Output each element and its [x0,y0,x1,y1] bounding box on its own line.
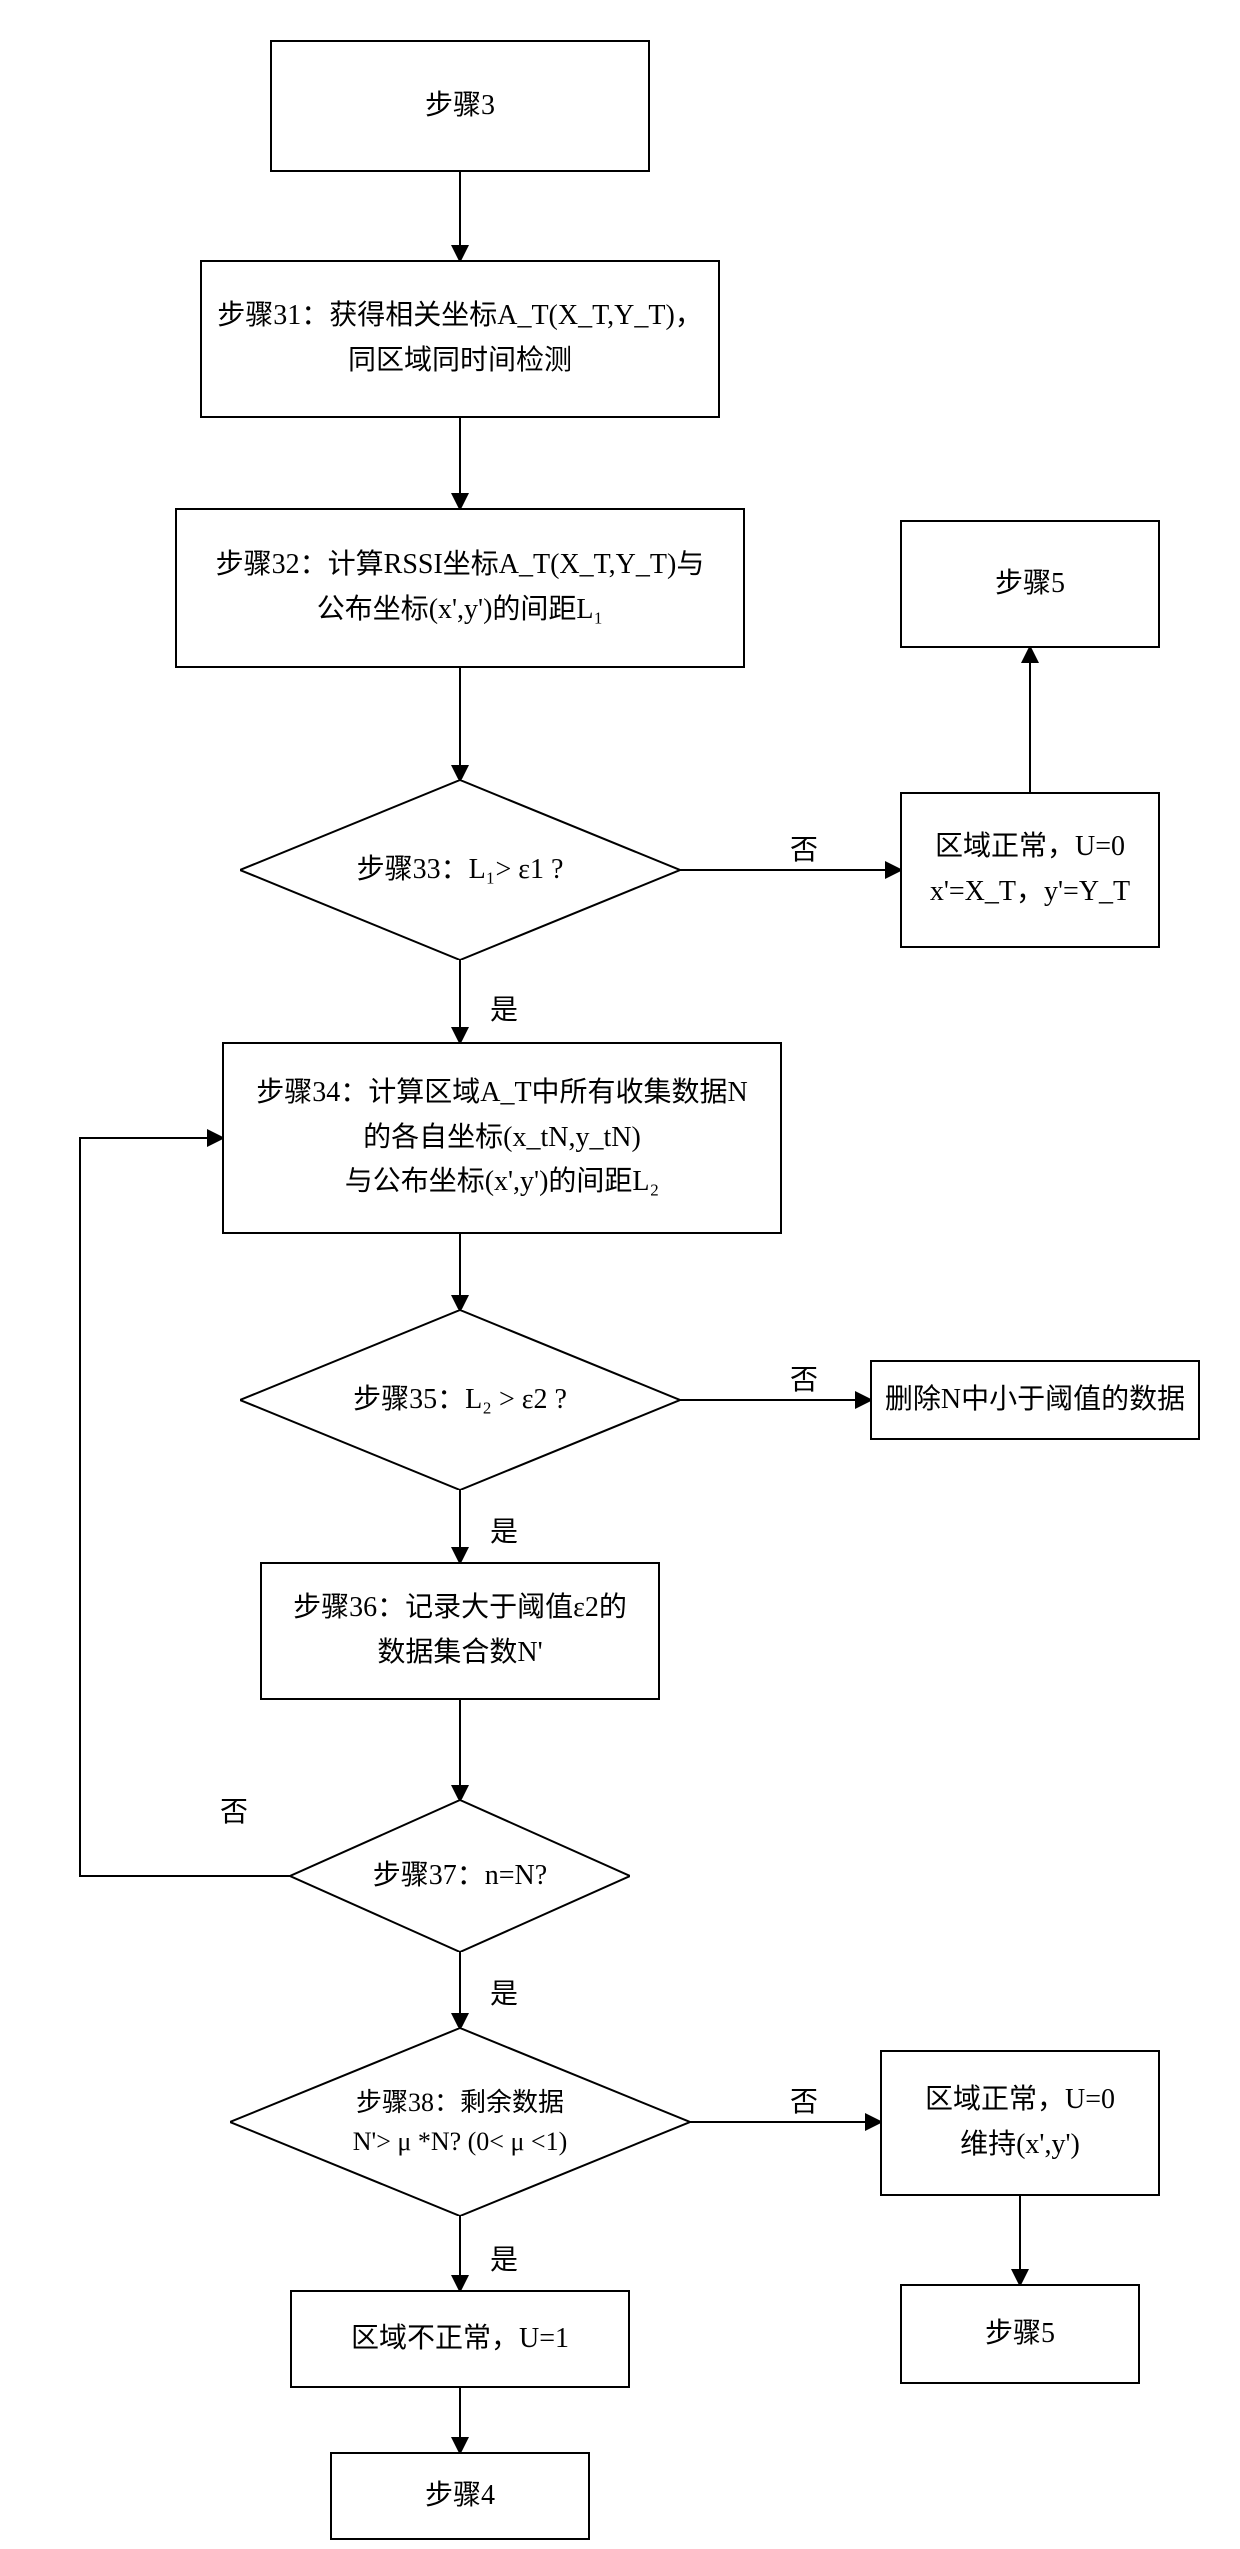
node-d37: 步骤37：n=N? [290,1800,630,1952]
node-s32: 步骤32：计算RSSI坐标A_T(X_T,Y_T)与 公布坐标(x',y')的间… [175,508,745,668]
node-label: 步骤31：获得相关坐标A_T(X_T,Y_T)， 同区域同时间检测 [217,294,703,384]
node-label: 步骤35：L₂ > ε2 ? [353,1379,567,1421]
node-d33: 步骤33：L₁> ε1 ? [240,780,680,960]
node-s36: 步骤36：记录大于阈值ε2的 数据集合数N' [260,1562,660,1700]
node-s34: 步骤34：计算区域A_T中所有收集数据N 的各自坐标(x_tN,y_tN) 与公… [222,1042,782,1234]
edge-label-yes: 是 [490,2238,518,2278]
node-r33top: 步骤5 [900,520,1160,648]
node-label: 区域正常，U=0 x'=X_T，y'=Y_T [930,825,1130,915]
edge-label-yes: 是 [490,988,518,1028]
edge-label-no: 否 [790,2080,818,2120]
node-label: 删除N中小于阈值的数据 [885,1378,1185,1423]
node-label: 区域正常，U=0 维持(x',y') [925,2078,1115,2168]
edge-label-no: 否 [220,1790,248,1830]
edge-label-no: 否 [790,1358,818,1398]
node-label: 步骤4 [425,2474,495,2519]
node-label: 步骤36：记录大于阈值ε2的 数据集合数N' [293,1586,627,1676]
node-label: 步骤38：剩余数据 N'> μ *N? (0< μ <1) [353,2083,567,2161]
node-r38no: 区域正常，U=0 维持(x',y') [880,2050,1160,2196]
node-r35no: 删除N中小于阈值的数据 [870,1360,1200,1440]
node-label: 步骤32：计算RSSI坐标A_T(X_T,Y_T)与 公布坐标(x',y')的间… [216,543,705,633]
node-d38: 步骤38：剩余数据 N'> μ *N? (0< μ <1) [230,2028,690,2216]
node-r33no: 区域正常，U=0 x'=X_T，y'=Y_T [900,792,1160,948]
edge-label-no: 否 [790,828,818,868]
node-label: 区域不正常，U=1 [351,2317,569,2362]
node-s31: 步骤31：获得相关坐标A_T(X_T,Y_T)， 同区域同时间检测 [200,260,720,418]
node-abn: 区域不正常，U=1 [290,2290,630,2388]
edge-label-yes: 是 [490,1972,518,2012]
node-label: 步骤5 [985,2312,1055,2357]
node-end: 步骤4 [330,2452,590,2540]
node-r38nob: 步骤5 [900,2284,1140,2384]
node-start: 步骤3 [270,40,650,172]
node-label: 步骤3 [425,84,495,129]
node-label: 步骤34：计算区域A_T中所有收集数据N 的各自坐标(x_tN,y_tN) 与公… [256,1071,748,1205]
node-label: 步骤5 [995,562,1065,607]
node-d35: 步骤35：L₂ > ε2 ? [240,1310,680,1490]
node-label: 步骤33：L₁> ε1 ? [357,849,564,891]
edge-label-yes: 是 [490,1510,518,1550]
node-label: 步骤37：n=N? [373,1855,547,1897]
